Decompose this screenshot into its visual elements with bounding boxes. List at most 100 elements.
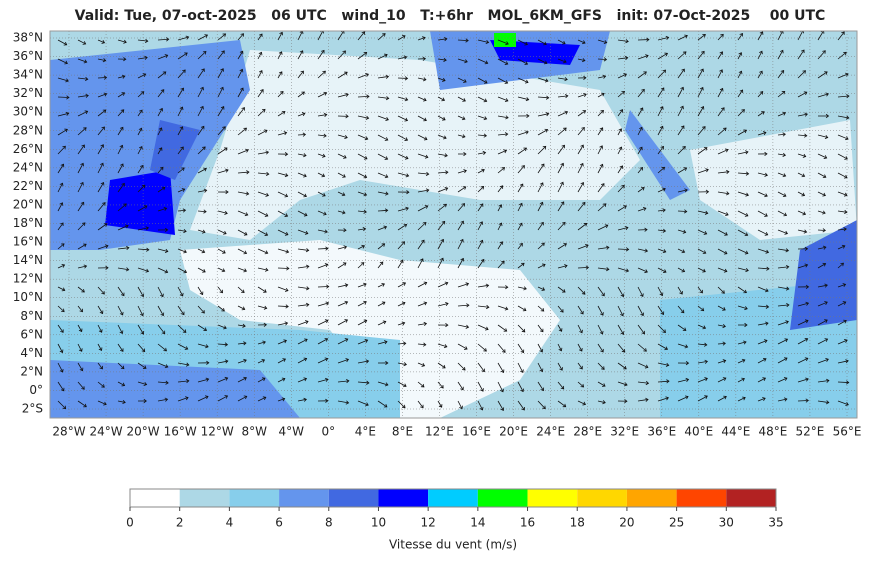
wind-arrow [177, 52, 188, 60]
wind-arrow-head [625, 268, 630, 273]
wind-arrow [697, 51, 705, 60]
wind-arrow [377, 321, 386, 326]
wind-arrow [137, 381, 147, 385]
wind-arrow [777, 91, 785, 98]
wind-arrow [537, 343, 543, 353]
wind-arrow [717, 324, 726, 327]
wind-arrow [557, 127, 567, 136]
wind-arrow [737, 341, 747, 345]
wind-arrow-head [739, 89, 744, 94]
wind-arrow [377, 96, 389, 99]
wind-arrow-head [759, 91, 764, 95]
wind-arrow-head [222, 250, 226, 254]
wind-arrow-head [119, 144, 124, 149]
wind-arrow-head [504, 306, 509, 311]
wind-arrow-head [221, 268, 226, 273]
wind-arrow-head [741, 358, 746, 363]
wind-arrow-head [224, 342, 229, 347]
wind-arrow [577, 343, 583, 352]
wind-arrow [277, 111, 286, 117]
wind-arrow-head [341, 192, 346, 197]
wind-arrow-head [263, 289, 267, 293]
wind-arrow-head [245, 148, 249, 153]
wind-arrow [137, 343, 146, 352]
wind-arrow-head [62, 405, 67, 410]
wind-arrow [617, 146, 622, 155]
wind-arrow-head [222, 126, 226, 130]
wind-arrow-head [441, 220, 446, 225]
lat-label: 38°N [13, 31, 43, 45]
wind-arrow-head [344, 319, 349, 323]
wind-arrow [677, 125, 685, 136]
wind-arrow-head [643, 71, 647, 75]
wind-arrow-head [345, 358, 350, 363]
wind-arrow-head [485, 283, 490, 288]
wind-arrow-head [164, 397, 169, 402]
wind-arrow [477, 221, 483, 231]
colorbar-segment [726, 489, 776, 507]
wind-arrow-head [284, 152, 289, 157]
wind-arrow [737, 378, 745, 383]
wind-arrow [437, 221, 446, 231]
map [50, 31, 857, 418]
wind-arrow [517, 131, 529, 136]
wind-arrow-head [264, 232, 269, 236]
wind-arrow [557, 39, 566, 45]
wind-arrow-head [324, 229, 328, 234]
wind-arrow-head [101, 384, 105, 388]
wind-arrow [597, 286, 605, 296]
wind-arrow-head [703, 147, 708, 151]
wind-arrow [697, 248, 706, 254]
wind-arrow-head [804, 357, 809, 362]
wind-arrow-head [639, 126, 643, 131]
wind-arrow-head [222, 33, 227, 37]
wind-arrow-head [326, 284, 330, 289]
wind-arrow-head [521, 328, 526, 333]
wind-arrow-head [560, 309, 564, 313]
wind-arrow-head [801, 192, 806, 197]
wind-arrow-head [401, 301, 406, 306]
wind-arrow-head [60, 387, 65, 392]
wind-arrow [757, 377, 766, 383]
wind-arrow-head [558, 347, 563, 352]
wind-arrow-head [844, 339, 848, 343]
wind-arrow [817, 380, 829, 383]
wind-arrow [437, 381, 444, 389]
wind-arrow [97, 144, 104, 155]
wind-arrow-head [422, 77, 427, 82]
wind-arrow [737, 191, 749, 196]
wind-arrow [357, 31, 365, 41]
wind-arrow-head [83, 59, 88, 64]
wind-arrow [497, 167, 505, 174]
wind-arrow-head [125, 224, 129, 229]
wind-arrow-head [526, 113, 530, 118]
wind-arrow-head [161, 186, 166, 191]
wind-arrow-head [840, 262, 844, 267]
wind-arrow [777, 286, 789, 290]
wind-arrow [197, 378, 209, 383]
wind-arrow [337, 400, 349, 404]
wind-arrow-head [483, 116, 488, 121]
wind-arrow-head [525, 130, 529, 135]
colorbar-tick-label: 30 [719, 516, 734, 530]
wind-arrow-head [324, 337, 329, 342]
wind-arrow [257, 33, 263, 41]
wind-arrow-head [220, 86, 224, 91]
wind-arrow [817, 172, 826, 178]
wind-arrow-head [164, 364, 169, 369]
wind-arrow [697, 210, 708, 214]
wind-arrow-head [163, 347, 167, 352]
wind-arrow-head [64, 128, 68, 133]
wind-arrow-head [265, 150, 270, 155]
wind-arrow [297, 112, 305, 117]
wind-arrow-head [783, 397, 788, 402]
wind-arrow-head [585, 265, 590, 270]
wind-arrow [217, 87, 224, 98]
wind-arrow [397, 134, 408, 141]
wind-arrow-head [738, 52, 743, 56]
wind-arrow-head [805, 398, 809, 403]
wind-arrow [97, 286, 105, 295]
colorbar: 0 2 4 6 8 10 12 14 16 18 20 25 30 35 [126, 488, 784, 530]
wind-arrow [257, 129, 268, 136]
wind-arrow [157, 54, 168, 60]
